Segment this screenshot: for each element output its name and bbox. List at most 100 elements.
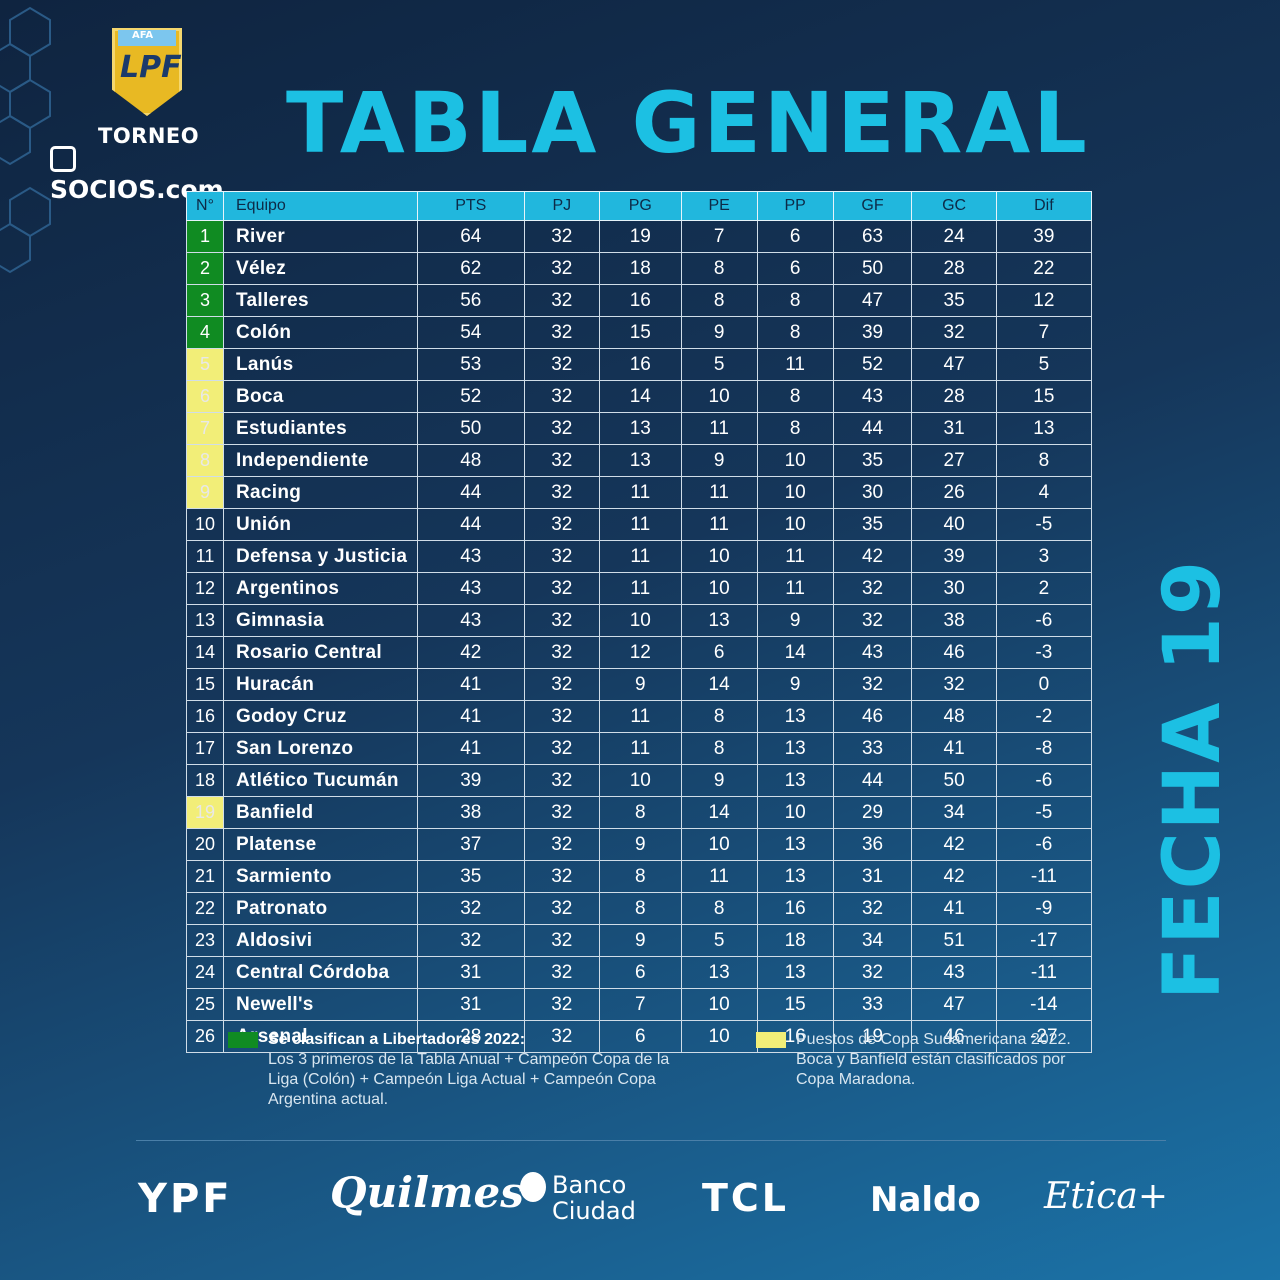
banco-ciudad-icon <box>520 1172 546 1202</box>
stat-cell-pg: 11 <box>599 700 682 733</box>
stat-cell-gf: 35 <box>832 508 913 541</box>
stat-cell-pe: 13 <box>680 956 758 989</box>
col-header: PE <box>680 191 758 221</box>
position-cell: 7 <box>186 412 224 445</box>
table-row: 16 Godoy Cruz 41 32 11 8 13 46 48 -2 <box>186 700 1093 733</box>
sponsor-ypf-logo: YPF <box>138 1176 233 1222</box>
stat-cell-pp: 8 <box>756 412 834 445</box>
table-row: 11 Defensa y Justicia 43 32 11 10 11 42 39 3 <box>186 540 1093 573</box>
stat-cell-pe: 9 <box>680 316 758 349</box>
team-name-cell: San Lorenzo <box>223 732 418 765</box>
stat-cell-pg: 11 <box>599 540 682 573</box>
position-cell: 25 <box>186 988 224 1021</box>
stat-cell-pg: 8 <box>599 892 682 925</box>
stat-cell-dif: -6 <box>995 604 1093 637</box>
stat-cell-pj: 32 <box>523 636 601 669</box>
team-name-cell: Huracán <box>223 668 418 701</box>
stat-cell-pts: 62 <box>417 252 525 285</box>
stat-cell-dif: 2 <box>995 572 1093 605</box>
stat-cell-pp: 13 <box>756 860 834 893</box>
stat-cell-pe: 11 <box>680 508 758 541</box>
sponsor-quilmes-logo: Quilmes <box>330 1168 524 1217</box>
position-cell: 9 <box>186 476 224 509</box>
stat-cell-pj: 32 <box>523 252 601 285</box>
stat-cell-pg: 13 <box>599 412 682 445</box>
stat-cell-gf: 32 <box>832 956 913 989</box>
stat-cell-pts: 50 <box>417 412 525 445</box>
torneo-label: TORNEO <box>98 124 200 148</box>
table-row: 24 Central Córdoba 31 32 6 13 13 32 43 -11 <box>186 956 1093 989</box>
team-name-cell: Estudiantes <box>223 412 418 445</box>
stat-cell-pe: 11 <box>680 476 758 509</box>
stat-cell-pp: 6 <box>756 220 834 253</box>
stat-cell-gf: 32 <box>832 892 913 925</box>
stat-cell-pg: 9 <box>599 924 682 957</box>
sponsor-naldo-logo: Naldo <box>870 1180 981 1220</box>
stat-cell-pj: 32 <box>523 604 601 637</box>
team-name-cell: Argentinos <box>223 572 418 605</box>
stat-cell-gf: 31 <box>832 860 913 893</box>
stat-cell-gf: 52 <box>832 348 913 381</box>
col-header: Equipo <box>223 191 418 221</box>
stat-cell-gf: 43 <box>832 636 913 669</box>
position-cell: 22 <box>186 892 224 925</box>
stat-cell-gc: 41 <box>911 892 997 925</box>
stat-cell-pj: 32 <box>523 796 601 829</box>
stat-cell-pg: 11 <box>599 572 682 605</box>
stat-cell-pe: 10 <box>680 380 758 413</box>
stat-cell-pj: 32 <box>523 284 601 317</box>
table-row: 21 Sarmiento 35 32 8 11 13 31 42 -11 <box>186 860 1093 893</box>
stat-cell-pg: 11 <box>599 732 682 765</box>
stat-cell-pp: 13 <box>756 956 834 989</box>
table-row: 9 Racing 44 32 11 11 10 30 26 4 <box>186 476 1093 509</box>
stat-cell-pp: 14 <box>756 636 834 669</box>
stat-cell-pj: 32 <box>523 412 601 445</box>
stat-cell-pj: 32 <box>523 1020 601 1053</box>
stat-cell-dif: 13 <box>995 412 1093 445</box>
team-name-cell: Rosario Central <box>223 636 418 669</box>
stat-cell-gc: 41 <box>911 732 997 765</box>
stat-cell-pts: 31 <box>417 988 525 1021</box>
stat-cell-gf: 39 <box>832 316 913 349</box>
stat-cell-pe: 8 <box>680 732 758 765</box>
stat-cell-pp: 9 <box>756 604 834 637</box>
stat-cell-gf: 44 <box>832 412 913 445</box>
stat-cell-gc: 47 <box>911 988 997 1021</box>
stat-cell-pp: 10 <box>756 796 834 829</box>
stat-cell-pp: 13 <box>756 828 834 861</box>
stat-cell-pe: 11 <box>680 860 758 893</box>
stat-cell-pts: 56 <box>417 284 525 317</box>
table-row: 13 Gimnasia 43 32 10 13 9 32 38 -6 <box>186 604 1093 637</box>
stat-cell-pe: 5 <box>680 924 758 957</box>
table-row: 6 Boca 52 32 14 10 8 43 28 15 <box>186 380 1093 413</box>
stat-cell-pe: 5 <box>680 348 758 381</box>
table-row: 3 Talleres 56 32 16 8 8 47 35 12 <box>186 284 1093 317</box>
sponsor-tcl-logo: TCL <box>702 1176 790 1220</box>
team-name-cell: Colón <box>223 316 418 349</box>
team-name-cell: Boca <box>223 380 418 413</box>
stat-cell-pg: 12 <box>599 636 682 669</box>
position-cell: 1 <box>186 220 224 253</box>
stat-cell-gc: 42 <box>911 860 997 893</box>
stat-cell-pe: 10 <box>680 828 758 861</box>
stat-cell-pts: 37 <box>417 828 525 861</box>
stat-cell-gf: 29 <box>832 796 913 829</box>
team-name-cell: Vélez <box>223 252 418 285</box>
table-row: 12 Argentinos 43 32 11 10 11 32 30 2 <box>186 572 1093 605</box>
stat-cell-pts: 43 <box>417 604 525 637</box>
col-header: N° <box>186 191 224 221</box>
stat-cell-pp: 11 <box>756 348 834 381</box>
stat-cell-pg: 11 <box>599 476 682 509</box>
stat-cell-gc: 27 <box>911 444 997 477</box>
team-name-cell: Central Córdoba <box>223 956 418 989</box>
sponsor-banco-ciudad-logo: Banco Ciudad <box>520 1172 636 1224</box>
stat-cell-gf: 33 <box>832 732 913 765</box>
stat-cell-pts: 38 <box>417 796 525 829</box>
position-cell: 5 <box>186 348 224 381</box>
stat-cell-gc: 31 <box>911 412 997 445</box>
team-name-cell: Aldosivi <box>223 924 418 957</box>
stat-cell-dif: 8 <box>995 444 1093 477</box>
matchday-label: FECHA 19 <box>1148 558 1238 1000</box>
stat-cell-gc: 38 <box>911 604 997 637</box>
legend-libertadores: Se clasifican a Libertadores 2022: Los 3 … <box>228 1030 698 1110</box>
